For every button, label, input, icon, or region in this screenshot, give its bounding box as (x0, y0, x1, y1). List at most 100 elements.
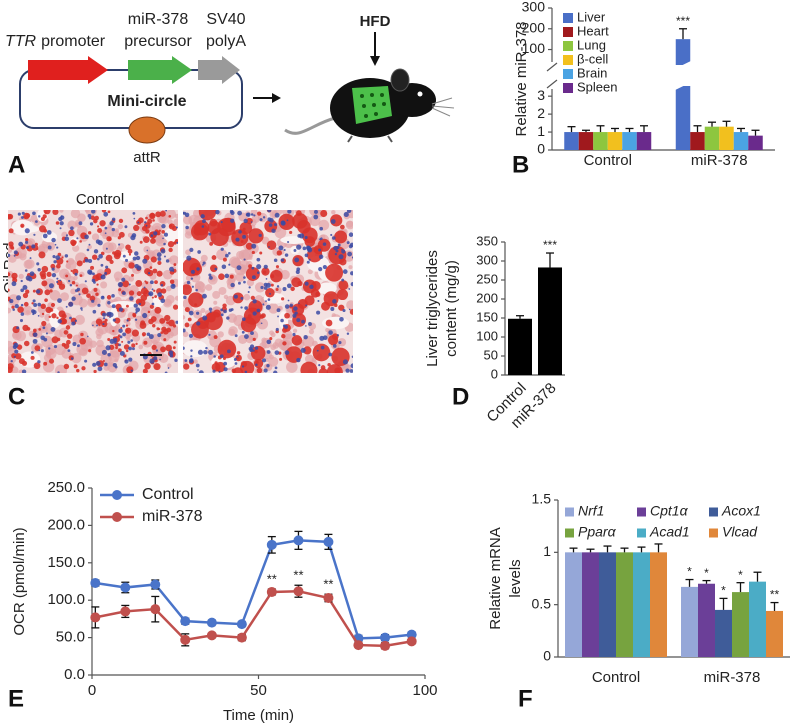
nucleus (342, 269, 348, 274)
nucleus (46, 230, 52, 235)
nucleus (203, 349, 208, 355)
nucleus (342, 308, 346, 313)
tissue-speckle (114, 228, 119, 233)
lipid-droplet (31, 302, 34, 305)
tissue-gap (163, 227, 178, 243)
lipid-droplet (104, 318, 108, 322)
lipid-droplet (193, 227, 202, 236)
promoter-label: TTR promoter (5, 33, 106, 50)
tissue-speckle (138, 344, 144, 350)
nucleus (328, 330, 333, 335)
lipid-droplet (253, 358, 264, 369)
bar (681, 586, 698, 657)
lipid-droplet (145, 216, 148, 220)
lipid-droplet (48, 315, 52, 319)
nucleus (265, 278, 268, 280)
nucleus (305, 304, 308, 307)
bar (633, 552, 650, 657)
nucleus (225, 253, 229, 258)
nucleus (330, 233, 333, 237)
lipid-droplet (38, 251, 46, 259)
nucleus (101, 349, 107, 355)
panel-letter: E (8, 685, 24, 712)
nucleus (20, 312, 25, 316)
nucleus (33, 303, 38, 307)
nucleus (200, 214, 205, 219)
nucleus (104, 232, 107, 235)
tissue-speckle (261, 337, 267, 344)
nucleus (304, 235, 308, 240)
y-tick-label: 250.0 (47, 479, 85, 496)
tissue-speckle (96, 333, 102, 340)
lipid-droplet (32, 289, 36, 293)
tissue-speckle (286, 361, 298, 373)
lipid-droplet (41, 320, 47, 327)
lipid-droplet (327, 362, 331, 367)
nucleus (252, 299, 257, 304)
bar (690, 132, 705, 150)
lipid-droplet (168, 214, 172, 218)
nucleus (276, 308, 281, 313)
nucleus (287, 210, 292, 214)
data-point (266, 586, 277, 597)
lipid-droplet (289, 230, 293, 235)
lipid-droplet (66, 260, 69, 263)
nucleus (305, 245, 311, 250)
nucleus (318, 364, 321, 367)
nucleus (349, 369, 353, 373)
nucleus (87, 258, 93, 264)
nucleus (252, 311, 257, 316)
nucleus (241, 365, 245, 368)
lipid-droplet (121, 340, 124, 343)
tissue-speckle (163, 298, 172, 308)
nucleus (190, 269, 195, 274)
lipid-droplet (173, 340, 177, 344)
nucleus (267, 298, 271, 301)
nucleus (273, 370, 278, 373)
lipid-droplet (150, 238, 156, 244)
nucleus (103, 211, 109, 217)
nucleus (184, 359, 188, 363)
nucleus (255, 363, 258, 367)
polya-word: polyA (206, 33, 246, 50)
tissue-speckle (169, 255, 178, 266)
nucleus (107, 301, 111, 305)
nucleus (293, 249, 297, 252)
nucleus (249, 344, 255, 349)
data-point (380, 632, 391, 643)
lipid-droplet (41, 280, 48, 287)
lipid-droplet (248, 228, 264, 244)
x-tick-label: miR-378 (691, 152, 748, 169)
legend-label: Acox1 (721, 503, 761, 519)
nucleus (163, 242, 166, 246)
lipid-droplet (70, 239, 76, 246)
nucleus (351, 256, 353, 259)
nucleus (259, 218, 263, 222)
lipid-droplet (209, 218, 218, 227)
x-tick-label: 0 (88, 682, 96, 699)
bar (748, 135, 763, 150)
lipid-droplet (112, 251, 116, 255)
lipid-droplet (70, 269, 73, 273)
data-point (323, 592, 334, 603)
nucleus (350, 271, 353, 276)
nucleus (59, 227, 62, 230)
nucleus (118, 328, 123, 333)
nucleus (208, 333, 211, 336)
y-tick-label: 250 (476, 271, 498, 286)
lipid-droplet (217, 339, 237, 359)
nucleus (243, 334, 249, 339)
nucleus (336, 334, 340, 337)
tissue-speckle (167, 363, 172, 368)
lipid-droplet (34, 345, 41, 351)
lipid-droplet (23, 212, 30, 220)
nucleus (191, 285, 194, 288)
nucleus (20, 303, 24, 307)
tissue-speckle (304, 354, 315, 364)
nucleus (160, 298, 166, 304)
tissue-speckle (193, 359, 198, 364)
precursor-arrow (128, 56, 192, 84)
nucleus (132, 212, 136, 215)
lipid-droplet (161, 229, 165, 234)
nucleus (248, 286, 251, 289)
